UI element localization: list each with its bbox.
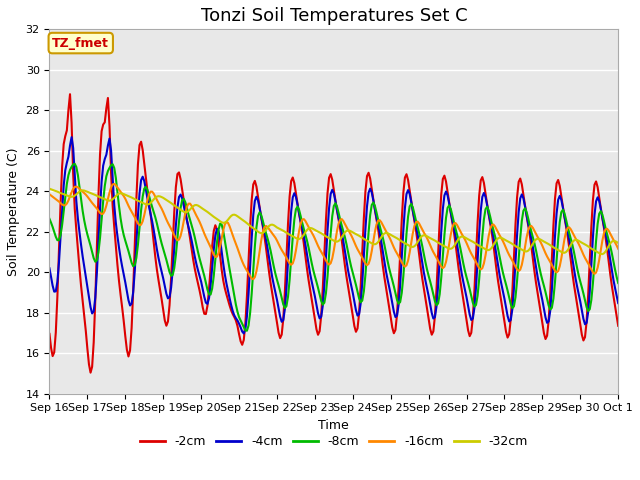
Line: -4cm: -4cm xyxy=(49,137,618,334)
-2cm xyxy=(61,133,69,139)
-2cm xyxy=(155,277,163,283)
-4cm xyxy=(392,314,399,320)
-32cm xyxy=(152,195,159,201)
-32cm xyxy=(598,251,606,257)
-4cm xyxy=(240,331,248,336)
-8cm xyxy=(71,161,79,167)
Line: -16cm: -16cm xyxy=(49,184,618,279)
-4cm xyxy=(153,246,161,252)
Y-axis label: Soil Temperature (C): Soil Temperature (C) xyxy=(7,147,20,276)
Text: TZ_fmet: TZ_fmet xyxy=(52,36,109,49)
-32cm xyxy=(401,240,409,246)
-8cm xyxy=(548,305,556,311)
-2cm xyxy=(86,370,94,375)
-32cm xyxy=(45,186,53,192)
-16cm xyxy=(250,276,257,282)
-16cm xyxy=(61,202,69,208)
-8cm xyxy=(392,290,399,296)
-8cm xyxy=(614,280,622,286)
-16cm xyxy=(404,258,412,264)
-8cm xyxy=(404,214,412,219)
-2cm xyxy=(392,327,399,333)
-4cm xyxy=(61,168,69,173)
-16cm xyxy=(392,248,399,253)
-32cm xyxy=(614,240,622,246)
-4cm xyxy=(68,134,76,140)
-4cm xyxy=(548,288,556,293)
-16cm xyxy=(153,197,161,203)
-16cm xyxy=(548,262,556,268)
-32cm xyxy=(388,233,396,239)
Line: -2cm: -2cm xyxy=(49,94,618,372)
Title: Tonzi Soil Temperatures Set C: Tonzi Soil Temperatures Set C xyxy=(200,7,467,25)
-8cm xyxy=(61,193,69,199)
-8cm xyxy=(372,209,380,215)
Legend: -2cm, -4cm, -8cm, -16cm, -32cm: -2cm, -4cm, -8cm, -16cm, -32cm xyxy=(134,430,533,453)
-16cm xyxy=(372,222,380,228)
-2cm xyxy=(66,91,74,97)
-4cm xyxy=(404,187,412,193)
-16cm xyxy=(45,192,53,197)
-2cm xyxy=(45,331,53,337)
X-axis label: Time: Time xyxy=(319,419,349,432)
-8cm xyxy=(243,328,251,334)
-8cm xyxy=(45,216,53,222)
-32cm xyxy=(545,241,552,247)
Line: -8cm: -8cm xyxy=(49,164,618,331)
-4cm xyxy=(45,265,53,271)
-8cm xyxy=(153,220,161,226)
-2cm xyxy=(372,216,380,222)
Line: -32cm: -32cm xyxy=(49,189,618,254)
-4cm xyxy=(372,215,380,220)
-16cm xyxy=(111,181,118,187)
-16cm xyxy=(614,246,622,252)
-2cm xyxy=(404,177,412,183)
-2cm xyxy=(548,257,556,263)
-2cm xyxy=(614,323,622,329)
-32cm xyxy=(369,241,377,247)
-32cm xyxy=(61,192,69,198)
-4cm xyxy=(614,300,622,306)
